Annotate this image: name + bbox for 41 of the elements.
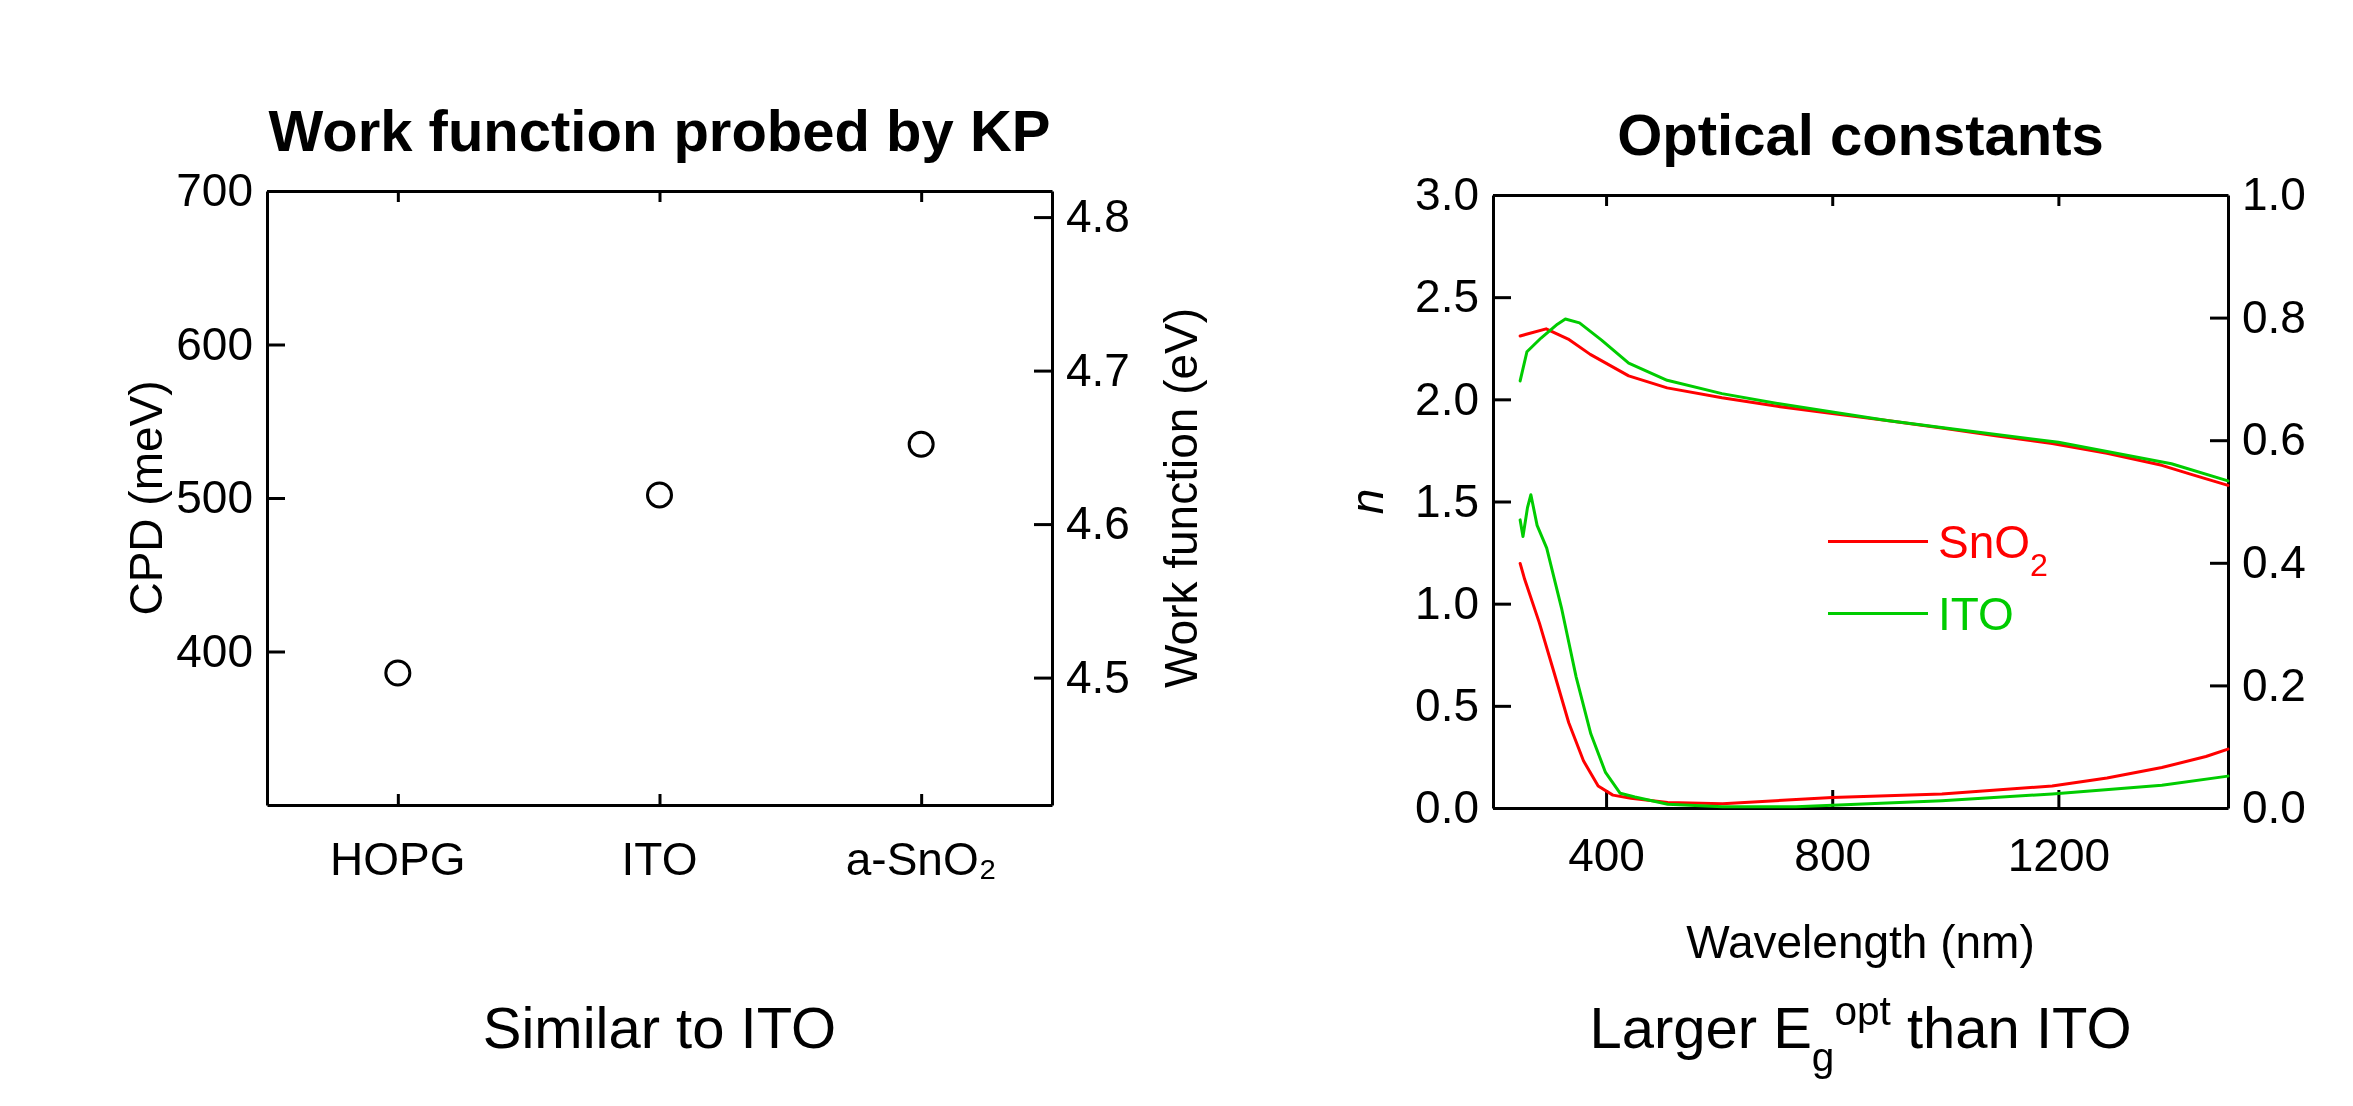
- chart-title: Optical constants: [1617, 102, 2104, 167]
- y-axis-title: CPD (meV): [120, 380, 172, 616]
- y2-tick-label: 0.4: [2242, 536, 2306, 589]
- x-tick-label: HOPG: [330, 833, 466, 885]
- y2-tick-label: 4.5: [1066, 650, 1130, 703]
- x-tick-label: 800: [1794, 828, 1872, 881]
- chart-title: Work function probed by KP: [268, 98, 1051, 163]
- x-tick-label: ITO: [621, 833, 698, 885]
- y2-tick-label: 4.7: [1066, 343, 1130, 396]
- text: Similar to ITO: [482, 995, 837, 1060]
- line-series: [1518, 493, 2230, 809]
- x-tick-label: a-SnO₂: [845, 833, 997, 885]
- legend-label: ITO: [1938, 587, 2014, 640]
- y-tick-label: 1.0: [1415, 576, 1479, 629]
- text: Larger E$_{g}$$^{opt}$ than ITO: [1589, 988, 2132, 1080]
- y-tick-label: 400: [176, 624, 253, 677]
- y-tick-label: 700: [176, 164, 253, 217]
- y-tick-label: 500: [176, 471, 253, 524]
- y-tick-label: 2.5: [1415, 270, 1479, 323]
- point: [907, 430, 935, 458]
- y2-axis-title: Work function (eV): [1155, 307, 1207, 689]
- x-axis-title: Wavelength (nm): [1686, 916, 2035, 968]
- y-tick-label: 0.0: [1415, 781, 1479, 834]
- y2-tick-label: 1.0: [2242, 168, 2306, 221]
- point: [646, 481, 673, 509]
- legend-label: SnO$_{2}$: [1938, 515, 2048, 583]
- y-tick-label: 2.0: [1415, 372, 1479, 425]
- x-tick-label: 1200: [2007, 828, 2111, 881]
- y-tick-label: 1.5: [1415, 474, 1479, 527]
- y-tick-label: 600: [176, 317, 253, 370]
- x-tick-label: 400: [1568, 828, 1645, 881]
- y2-tick-label: 0.0: [2242, 781, 2306, 834]
- y-tick-label: 3.0: [1415, 168, 1479, 221]
- y2-tick-label: 0.2: [2242, 658, 2306, 711]
- y2-tick-label: 4.8: [1066, 190, 1130, 243]
- y2-tick-label: 0.6: [2242, 413, 2306, 466]
- y2-tick-label: 0.8: [2242, 290, 2306, 343]
- y-tick-label: 0.5: [1415, 679, 1479, 732]
- point: [384, 659, 412, 687]
- y2-tick-label: 4.6: [1066, 497, 1130, 550]
- y-axis-title: n: [1341, 488, 1393, 515]
